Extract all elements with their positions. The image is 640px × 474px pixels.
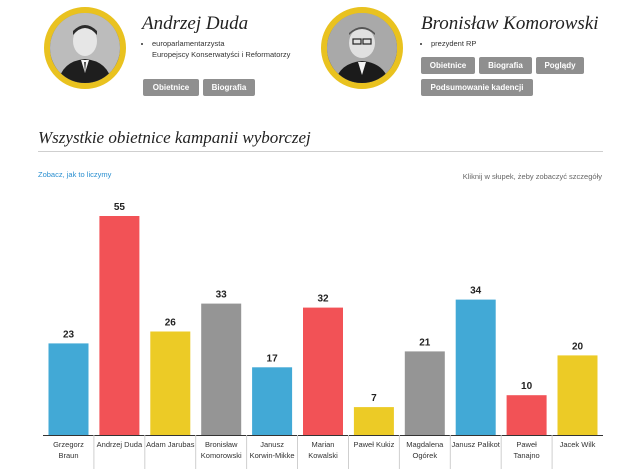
- bar-value-label: 34: [470, 286, 482, 297]
- avatar[interactable]: [321, 7, 403, 89]
- x-tick-label: Korwin-Mikke: [250, 451, 295, 460]
- bar-value-label: 33: [216, 290, 228, 301]
- x-tick-label: Tanajno: [513, 451, 539, 460]
- x-tick-label: Komorowski: [201, 451, 242, 460]
- chart-bar[interactable]: [506, 395, 547, 435]
- bar-value-label: 17: [267, 353, 279, 364]
- biography-button[interactable]: Biografia: [479, 57, 532, 74]
- promises-button[interactable]: Obietnice: [143, 79, 199, 96]
- candidate-roles: europarlamentarzysta Europejscy Konserwa…: [142, 38, 290, 60]
- bar-value-label: 20: [572, 341, 584, 352]
- x-tick-label: Paweł: [516, 440, 537, 449]
- candidate-name: Bronisław Komorowski: [421, 13, 599, 34]
- bar-value-label: 7: [371, 393, 377, 404]
- role-item: prezydent RP: [431, 38, 476, 49]
- x-tick-label: Ogórek: [412, 451, 437, 460]
- x-tick-label: Janusz Palikot: [452, 440, 501, 449]
- bar-value-label: 10: [521, 381, 533, 392]
- candidate-roles: prezydent RP: [421, 38, 476, 49]
- x-tick-label: Kowalski: [308, 451, 338, 460]
- x-tick-label: Andrzej Duda: [97, 440, 143, 449]
- promises-bar-chart: 23 Grzegorz Braun 55 Andrzej Duda 26 Adam Jaru…: [43, 202, 603, 469]
- chart-bar[interactable]: [303, 307, 343, 435]
- chart-bar[interactable]: [557, 355, 598, 435]
- x-tick-label: Adam Jarubas: [146, 440, 195, 449]
- biography-button[interactable]: Biografia: [203, 79, 255, 96]
- avatar[interactable]: [44, 7, 126, 89]
- portrait-icon: [327, 13, 397, 83]
- chart-bar[interactable]: [201, 303, 242, 435]
- term-summary-button[interactable]: Podsumowanie kadencji: [421, 79, 533, 96]
- x-tick-label: Paweł Kukiz: [353, 440, 394, 449]
- chart-bar[interactable]: [99, 216, 140, 435]
- x-tick-label: Bronisław: [205, 440, 238, 449]
- chart-bar[interactable]: [150, 331, 191, 436]
- x-tick-label: Janusz: [260, 440, 284, 449]
- section-title: Wszystkie obietnice kampanii wyborczej: [38, 128, 311, 147]
- views-button[interactable]: Poglądy: [536, 57, 584, 74]
- chart-bar[interactable]: [455, 299, 496, 435]
- role-item: Europejscy Konserwatyści i Reformatorzy: [152, 50, 291, 59]
- portrait-icon: [50, 13, 120, 83]
- bar-value-label: 55: [114, 202, 126, 213]
- method-link[interactable]: Zobacz, jak to liczymy: [38, 170, 112, 179]
- hint-text: Kliknij w słupek, żeby zobaczyć szczegół…: [462, 172, 602, 181]
- x-tick-label: Grzegorz: [53, 440, 84, 449]
- divider: [38, 151, 603, 152]
- candidate-name: Andrzej Duda: [142, 13, 249, 34]
- bar-value-label: 21: [419, 337, 431, 348]
- bar-value-label: 32: [317, 294, 329, 305]
- x-tick-label: Marian: [312, 440, 335, 449]
- x-tick-label: Magdalena: [406, 440, 444, 449]
- chart-bar[interactable]: [48, 343, 89, 435]
- x-tick-label: Braun: [58, 451, 78, 460]
- bar-value-label: 23: [63, 329, 75, 340]
- promises-button[interactable]: Obietnice: [421, 57, 475, 74]
- chart-bar[interactable]: [353, 407, 394, 435]
- chart-bar[interactable]: [252, 367, 293, 435]
- chart-bar[interactable]: [404, 351, 445, 435]
- role-item: europarlamentarzysta: [152, 38, 290, 49]
- bar-value-label: 26: [165, 318, 177, 329]
- x-tick-label: Jacek Wilk: [560, 440, 596, 449]
